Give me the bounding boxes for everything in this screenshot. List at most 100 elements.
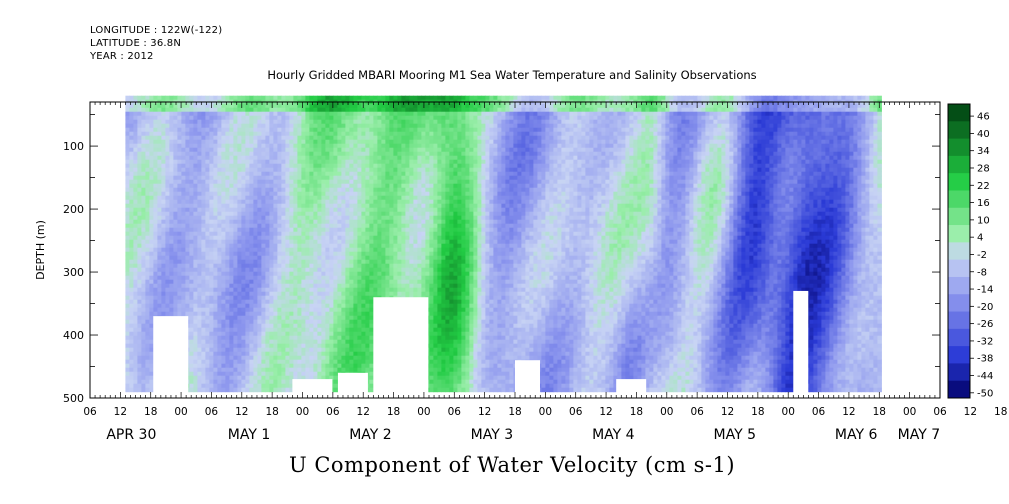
heatmap-cell bbox=[209, 199, 214, 205]
heatmap-cell bbox=[237, 311, 242, 317]
heatmap-cell bbox=[345, 215, 350, 221]
heatmap-cell bbox=[309, 335, 314, 341]
heatmap-cell bbox=[193, 271, 198, 277]
heatmap-cell bbox=[297, 271, 302, 277]
heatmap-cell bbox=[309, 155, 314, 161]
heatmap-cell bbox=[301, 175, 306, 181]
heatmap-cell bbox=[165, 107, 170, 113]
heatmap-cell bbox=[229, 123, 234, 129]
heatmap-cell bbox=[205, 211, 210, 217]
heatmap-cell bbox=[133, 355, 138, 361]
heatmap-cell bbox=[157, 291, 162, 297]
heatmap-cell bbox=[361, 131, 366, 137]
heatmap-cell bbox=[189, 155, 194, 161]
heatmap-cell bbox=[321, 271, 326, 277]
heatmap-cell bbox=[221, 299, 226, 305]
heatmap-cell bbox=[361, 359, 366, 365]
heatmap-cell bbox=[197, 283, 202, 289]
heatmap-cell bbox=[269, 335, 274, 341]
heatmap-cell bbox=[157, 263, 162, 269]
heatmap-cell bbox=[329, 359, 334, 365]
heatmap-cell bbox=[213, 343, 218, 349]
heatmap-cell bbox=[269, 199, 274, 205]
heatmap-cell bbox=[317, 339, 322, 345]
heatmap-cell bbox=[245, 107, 250, 113]
heatmap-cell bbox=[253, 195, 258, 201]
heatmap-cell bbox=[165, 187, 170, 193]
heatmap-cell bbox=[345, 235, 350, 241]
heatmap-cell bbox=[297, 243, 302, 249]
heatmap-cell bbox=[141, 247, 146, 253]
heatmap-cell bbox=[225, 371, 230, 377]
heatmap-cell bbox=[281, 103, 286, 109]
heatmap-cell bbox=[289, 243, 294, 249]
heatmap-cell bbox=[193, 327, 198, 333]
heatmap-cell bbox=[353, 235, 358, 241]
heatmap-cell bbox=[285, 347, 290, 353]
heatmap-cell bbox=[313, 183, 318, 189]
heatmap-cell bbox=[373, 283, 378, 289]
heatmap-cell bbox=[369, 155, 374, 161]
heatmap-cell bbox=[365, 111, 370, 117]
heatmap-cell bbox=[185, 139, 190, 145]
heatmap-cell bbox=[173, 311, 178, 317]
heatmap-cell bbox=[385, 243, 390, 249]
heatmap-cell bbox=[145, 139, 150, 145]
heatmap-cell bbox=[329, 251, 334, 257]
heatmap-cell bbox=[169, 235, 174, 241]
heatmap-cell bbox=[313, 347, 318, 353]
heatmap-cell bbox=[301, 251, 306, 257]
heatmap-cell bbox=[145, 331, 150, 337]
heatmap-cell bbox=[385, 291, 390, 297]
heatmap-cell bbox=[357, 279, 362, 285]
heatmap-cell bbox=[229, 191, 234, 197]
heatmap-cell bbox=[217, 271, 222, 277]
heatmap-cell bbox=[133, 243, 138, 249]
heatmap-cell bbox=[257, 151, 262, 157]
heatmap-cell bbox=[169, 307, 174, 313]
heatmap-cell bbox=[281, 191, 286, 197]
heatmap-cell bbox=[253, 243, 258, 249]
heatmap-cell bbox=[293, 263, 298, 269]
heatmap-cell bbox=[153, 255, 158, 261]
heatmap-cell bbox=[249, 319, 254, 325]
heatmap-cell bbox=[325, 171, 330, 177]
heatmap-cell bbox=[145, 279, 150, 285]
heatmap-cell bbox=[213, 247, 218, 253]
heatmap-cell bbox=[273, 239, 278, 245]
heatmap-cell bbox=[365, 183, 370, 189]
heatmap-cell bbox=[173, 135, 178, 141]
heatmap-cell bbox=[229, 283, 234, 289]
heatmap-cell bbox=[161, 211, 166, 217]
heatmap-cell bbox=[265, 171, 270, 177]
heatmap-cell bbox=[281, 263, 286, 269]
heatmap-cell bbox=[373, 119, 378, 125]
heatmap-cell bbox=[237, 331, 242, 337]
heatmap-cell bbox=[325, 127, 330, 133]
heatmap-cell bbox=[293, 311, 298, 317]
heatmap-cell bbox=[321, 319, 326, 325]
heatmap-cell bbox=[145, 379, 150, 385]
heatmap-cell bbox=[257, 211, 262, 217]
heatmap-cell bbox=[129, 267, 134, 273]
heatmap-cell bbox=[329, 315, 334, 321]
heatmap-cell bbox=[337, 303, 342, 309]
heatmap-cell bbox=[253, 127, 258, 133]
heatmap-cell bbox=[197, 319, 202, 325]
heatmap-cell bbox=[145, 339, 150, 345]
heatmap-cell bbox=[313, 295, 318, 301]
heatmap-cell bbox=[385, 127, 390, 133]
heatmap-cell bbox=[245, 191, 250, 197]
heatmap-cell bbox=[305, 275, 310, 281]
heatmap-cell bbox=[173, 211, 178, 217]
heatmap-cell bbox=[265, 151, 270, 157]
heatmap-cell bbox=[285, 163, 290, 169]
heatmap-cell bbox=[225, 343, 230, 349]
heatmap-cell bbox=[161, 203, 166, 209]
heatmap-cell bbox=[353, 283, 358, 289]
heatmap-cell bbox=[277, 131, 282, 137]
heatmap-cell bbox=[165, 95, 170, 101]
heatmap-cell bbox=[353, 219, 358, 225]
heatmap-cell bbox=[205, 291, 210, 297]
heatmap-cell bbox=[141, 163, 146, 169]
